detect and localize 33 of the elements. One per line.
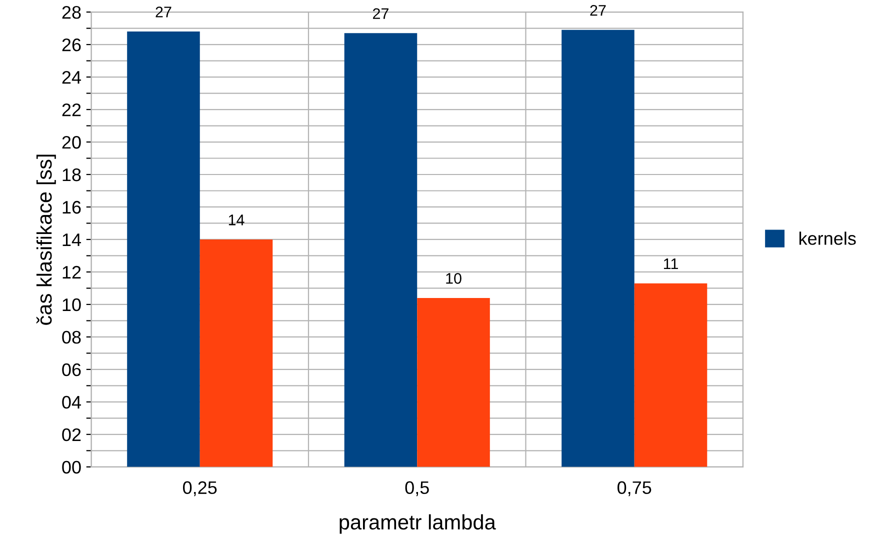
y-tick-label: 00 <box>62 460 81 474</box>
y-tick-label: 20 <box>62 136 81 149</box>
data-label: 10 <box>446 273 462 284</box>
x-tick-label: 0,75 <box>618 481 652 496</box>
bar <box>562 30 634 467</box>
legend-label: kernels <box>799 232 856 245</box>
y-axis-title: čas klasifikace [ss] <box>36 154 56 325</box>
y-tick-label: 18 <box>62 168 81 182</box>
x-axis-title: parametr lambda <box>340 514 496 534</box>
y-tick-label: 28 <box>62 6 81 19</box>
y-tick-label: 12 <box>62 266 81 279</box>
y-tick-label: 04 <box>62 396 81 409</box>
data-label: 11 <box>664 258 678 270</box>
bar <box>417 298 490 467</box>
bar <box>127 32 200 467</box>
y-tick-label: 10 <box>62 298 81 312</box>
bar <box>200 239 273 467</box>
y-tick-label: 02 <box>62 428 81 442</box>
y-tick-label: 06 <box>62 363 81 376</box>
y-tick-label: 08 <box>62 330 81 344</box>
y-tick-label: 14 <box>62 234 81 246</box>
y-tick-label: 26 <box>62 38 81 52</box>
data-label: 27 <box>373 8 388 19</box>
y-tick-label: 24 <box>62 70 81 84</box>
data-label: 14 <box>228 214 244 226</box>
bar <box>634 283 708 467</box>
data-label: 27 <box>156 6 172 18</box>
x-tick-label: 0,5 <box>405 481 429 496</box>
data-label: 27 <box>590 4 606 16</box>
x-tick-label: 0,25 <box>183 481 217 496</box>
y-tick-label: 22 <box>62 103 81 116</box>
y-tick-label: 16 <box>62 200 81 214</box>
bar <box>344 33 418 467</box>
